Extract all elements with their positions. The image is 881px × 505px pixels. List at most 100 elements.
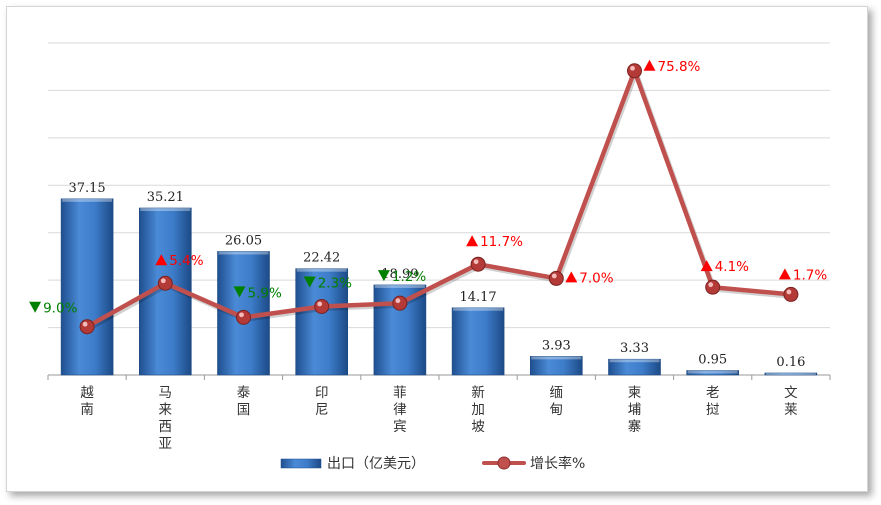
line-marker <box>705 279 721 295</box>
bar <box>451 307 505 376</box>
line-marker <box>627 63 642 79</box>
bar-value-label: 3.33 <box>620 341 649 356</box>
rate-label: 1.7% <box>793 267 827 283</box>
category-label: 莱 <box>784 402 798 418</box>
category-label: 马 <box>159 385 173 401</box>
up-arrow-icon <box>565 271 578 283</box>
category-label: 新 <box>471 385 485 401</box>
category-label: 国 <box>237 402 251 418</box>
growth-line <box>86 68 792 329</box>
bar <box>60 198 114 376</box>
line-marker-shine <box>160 278 166 284</box>
bar-highlight <box>218 251 269 255</box>
up-arrow-icon <box>700 260 713 272</box>
category-label: 律 <box>393 402 407 418</box>
legend-bar-swatch <box>280 458 322 469</box>
bar-value-label: 0.16 <box>776 355 805 370</box>
category-label: 缅 <box>550 385 564 401</box>
line-marker <box>79 319 95 335</box>
bar-value-label: 26.05 <box>225 233 262 248</box>
bar-highlight <box>687 370 738 374</box>
category-label: 来 <box>159 402 173 418</box>
legend: 出口（亿美元） 增长率% <box>280 455 585 472</box>
bar-value-label: 3.93 <box>542 338 571 353</box>
bar-value-label: 0.95 <box>698 352 727 367</box>
rate-labels: 9.0% 5.4% 5.9% 2.3% 1.2% 11.7% 7.0% 75.8% 4.1% 1.… <box>29 59 827 317</box>
bar-highlight <box>531 356 582 360</box>
line-marker <box>392 295 408 311</box>
bar <box>295 268 349 376</box>
rate-label: 7.0% <box>579 270 613 286</box>
category-label: 挝 <box>706 402 720 418</box>
legend-bar-label: 出口（亿美元） <box>327 456 425 472</box>
category-label: 南 <box>80 402 94 418</box>
bar-highlight <box>140 208 191 212</box>
bar-highlight <box>62 198 113 202</box>
rate-label: 4.1% <box>715 259 749 275</box>
bar-value-label: 35.21 <box>147 190 184 205</box>
bar-highlight <box>609 359 660 363</box>
bar-highlight <box>765 373 816 375</box>
category-label: 菲 <box>393 385 407 401</box>
category-label: 西 <box>159 419 173 435</box>
category-label: 柬 <box>628 385 642 401</box>
category-label: 老 <box>706 385 720 401</box>
line-marker <box>236 309 251 325</box>
category-label: 宾 <box>393 419 407 435</box>
rate-label: 5.9% <box>248 285 282 301</box>
line-series <box>79 63 799 335</box>
line-marker-shine <box>239 312 244 318</box>
up-arrow-icon <box>466 235 479 247</box>
category-label: 加 <box>471 402 485 418</box>
bar-value-label: 22.42 <box>303 251 340 266</box>
bar-highlight <box>453 307 504 311</box>
down-arrow-icon <box>303 276 316 288</box>
line-marker <box>548 270 564 286</box>
rate-label: 5.4% <box>169 253 203 269</box>
bar-value-labels: 37.15 35.21 26.05 22.42 18.99 14.17 3.93 3.33 0.… <box>68 181 805 370</box>
bar-value-label: 14.17 <box>459 290 496 305</box>
category-label: 文 <box>784 385 798 401</box>
down-arrow-icon <box>29 301 42 313</box>
chart-canvas: 37.15 35.21 26.05 22.42 18.99 14.17 3.93 3.33 0.… <box>29 42 831 472</box>
bar-value-label: 37.15 <box>68 181 105 196</box>
bar <box>608 358 661 376</box>
category-label: 亚 <box>159 436 173 452</box>
rate-label: 2.3% <box>318 275 352 291</box>
bar-highlight <box>374 284 425 288</box>
chart-frame: 37.15 35.21 26.05 22.42 18.99 14.17 3.93 3.33 0.… <box>6 6 868 492</box>
line-marker-shine <box>317 301 323 307</box>
category-label: 尼 <box>315 402 329 418</box>
line-marker <box>157 275 173 291</box>
category-label: 越 <box>80 385 94 401</box>
category-label: 泰 <box>237 385 251 401</box>
line-marker-shine <box>473 259 479 265</box>
down-arrow-icon <box>377 270 390 282</box>
line-marker-shine <box>551 273 557 279</box>
bar-value-label: 18.99 <box>381 267 418 282</box>
rate-label: 11.7% <box>480 234 523 250</box>
down-arrow-icon <box>233 286 246 298</box>
line-marker-shine <box>786 289 792 295</box>
line-marker <box>470 256 486 272</box>
category-label: 坡 <box>471 419 485 435</box>
line-marker <box>783 286 799 302</box>
category-label: 埔 <box>628 402 642 418</box>
bar <box>764 372 818 376</box>
rate-label: 9.0% <box>43 301 77 317</box>
rate-label: 1.2% <box>392 269 426 285</box>
line-marker-shine <box>395 298 401 304</box>
line-marker-shine <box>630 65 635 71</box>
bar-highlight <box>296 268 347 272</box>
line-shadow <box>87 65 793 331</box>
category-label: 印 <box>315 385 329 401</box>
rate-label: 75.8% <box>658 59 701 75</box>
bar <box>529 356 583 376</box>
up-arrow-icon <box>778 268 791 280</box>
legend-line-label: 增长率% <box>530 455 585 472</box>
category-label: 寨 <box>628 418 642 435</box>
category-label: 甸 <box>550 402 564 418</box>
up-arrow-icon <box>155 254 168 266</box>
line-marker-shine <box>82 321 88 327</box>
